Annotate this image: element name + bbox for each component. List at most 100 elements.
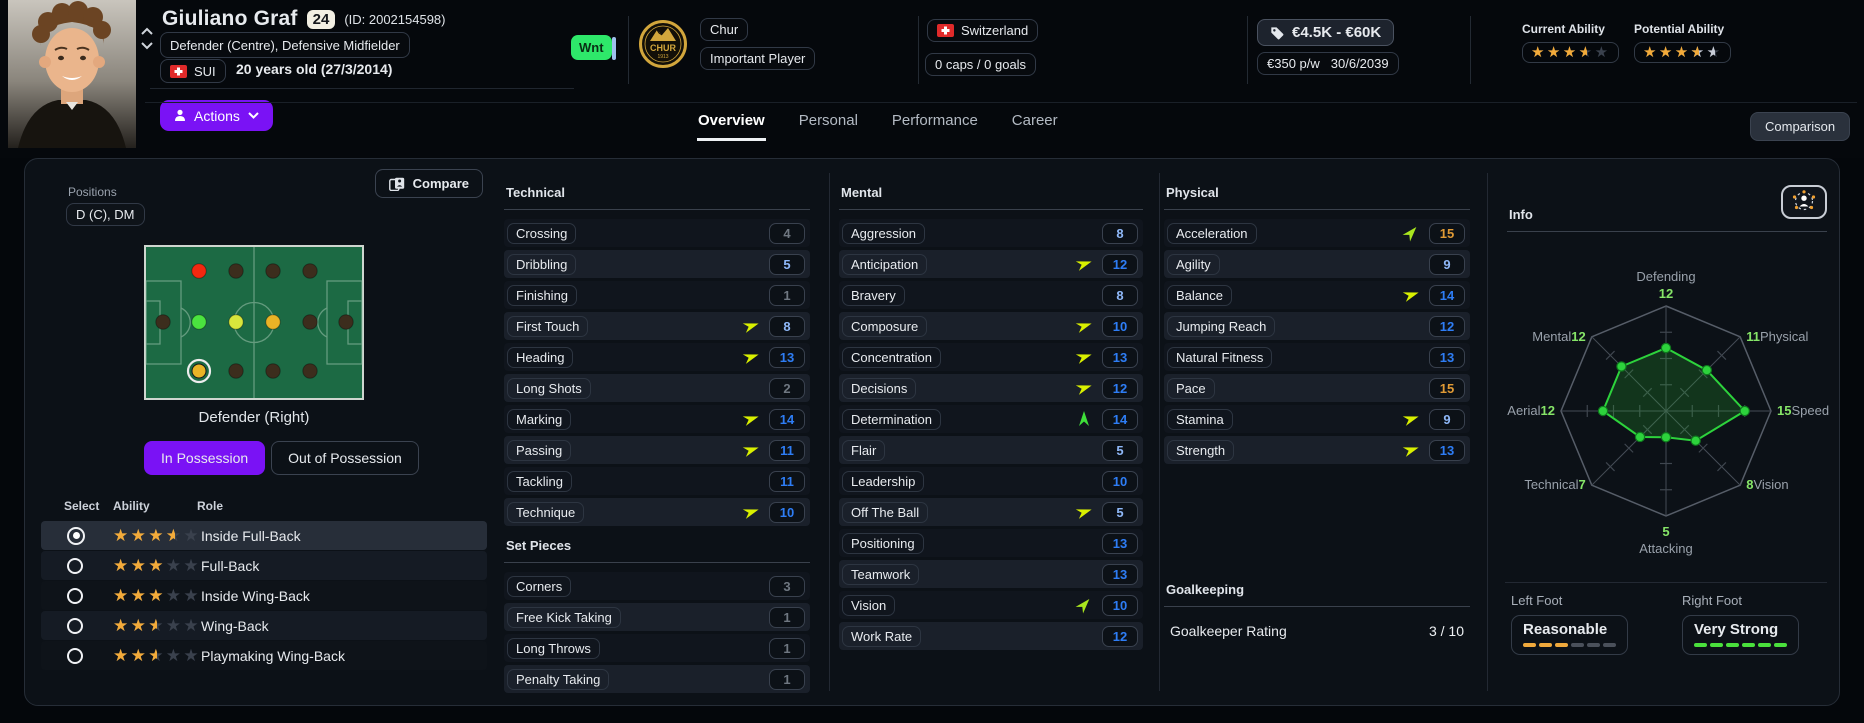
attribute-right: 5 <box>1102 439 1138 461</box>
attribute-name: Agility <box>1167 253 1220 275</box>
role-radio[interactable] <box>67 526 85 545</box>
position-dot[interactable] <box>228 363 244 379</box>
toggle-in-possession[interactable]: In Possession <box>144 441 266 475</box>
position-dot[interactable] <box>191 263 207 279</box>
chevron-up-icon[interactable] <box>140 27 154 35</box>
attribute-row: Decisions 12 <box>839 374 1143 402</box>
technical-section: Technical Crossing 4 Dribbling 5 Finishing 1 F… <box>504 185 810 696</box>
potential-ability-stars: ★ ★ ★ ★ ★ ★ ★ ★ ★ ★ ★ <box>1643 45 1722 60</box>
attribute-row: Passing 11 <box>504 436 810 464</box>
tab-performance[interactable]: Performance <box>891 112 978 129</box>
potential-ability-label: Potential Ability <box>1634 22 1725 36</box>
position-dot[interactable] <box>302 263 318 279</box>
attribute-row: Agility 9 <box>1164 250 1470 278</box>
technical-title: Technical <box>504 185 810 210</box>
star-icon: ★ ★ <box>113 586 130 605</box>
svg-text:Mental12: Mental12 <box>1532 329 1586 344</box>
attribute-right: 14 <box>742 408 805 430</box>
attribute-right: 1 <box>769 606 805 628</box>
tab-personal[interactable]: Personal <box>798 112 858 129</box>
trend-rise-strong-icon <box>1079 411 1089 426</box>
mental-rows: Aggression 8 Anticipation 12 Bravery 8 Composu… <box>839 219 1143 650</box>
tab-overview[interactable]: Overview <box>697 103 766 141</box>
role-row[interactable]: ★ ★ ★ ★ ★ ★ ★ ★ Playmaking Wing-Back <box>41 641 487 670</box>
swiss-flag-icon <box>170 64 187 78</box>
attribute-name: Flair <box>842 439 886 461</box>
actions-button[interactable]: Actions <box>160 100 273 131</box>
attribute-value: 1 <box>769 668 805 690</box>
attribute-right: 14 <box>1075 408 1138 430</box>
attribute-profile-button[interactable] <box>1781 185 1827 219</box>
goalkeeper-rating-row: Goalkeeper Rating 3 / 10 <box>1164 616 1470 646</box>
star-icon: ★ <box>165 646 183 665</box>
wage: €350 p/w <box>1267 56 1320 71</box>
role-radio[interactable] <box>67 647 83 664</box>
svg-text:11Physical: 11Physical <box>1746 329 1808 344</box>
column-divider <box>1159 173 1160 691</box>
strength-segment <box>1710 643 1723 647</box>
star-icon: ★ ★ <box>148 586 165 605</box>
position-dot[interactable] <box>228 263 244 279</box>
position-dot[interactable] <box>191 314 207 330</box>
attribute-value: 13 <box>1102 346 1138 368</box>
attribute-value: 1 <box>769 284 805 306</box>
position-dot[interactable] <box>265 263 281 279</box>
star-icon: ★ ★ <box>130 586 147 605</box>
role-radio[interactable] <box>67 617 83 634</box>
strength-segment <box>1555 643 1568 647</box>
left-foot-strength-bar <box>1523 643 1616 647</box>
tab-career[interactable]: Career <box>1011 112 1058 129</box>
trend-rise-icon <box>1402 292 1419 302</box>
toggle-out-of-possession[interactable]: Out of Possession <box>271 441 419 475</box>
star-icon: ★ ★ <box>113 556 130 575</box>
compare-button[interactable]: Compare <box>374 169 483 198</box>
star-icon: ★ <box>183 526 200 545</box>
attribute-right: 10 <box>742 501 805 523</box>
position-dot[interactable] <box>265 314 281 330</box>
role-row[interactable]: ★ ★ ★ ★ ★ ★ ★ ★ ★ Inside Full-Back <box>41 521 487 550</box>
attribute-name: Leadership <box>842 470 925 492</box>
role-radio[interactable] <box>67 557 83 574</box>
position-dot[interactable] <box>155 314 171 330</box>
attribute-right: 11 <box>742 439 805 461</box>
role-ability-stars: ★ ★ ★ ★ ★ ★ ★ ★ ★ <box>113 527 201 544</box>
attribute-name: Finishing <box>507 284 578 306</box>
position-dot[interactable] <box>228 314 244 330</box>
role-row[interactable]: ★ ★ ★ ★ ★ ★ ★ ★ Wing-Back <box>41 611 487 640</box>
role-row[interactable]: ★ ★ ★ ★ ★ ★ ★ ★ Full-Back <box>41 551 487 580</box>
attribute-radar-chart: Defending 12 11Physical 15Speed 8Vision 5 Atta… <box>1503 241 1829 578</box>
attribute-right: 8 <box>1102 222 1138 244</box>
compare-icon <box>388 177 404 191</box>
trend-rise-icon <box>1402 416 1419 426</box>
position-dot[interactable] <box>302 363 318 379</box>
attribute-right: 15 <box>1429 377 1465 399</box>
attribute-name: Composure <box>842 315 928 337</box>
attribute-name: Decisions <box>842 377 917 399</box>
attribute-right: 13 <box>1402 439 1465 461</box>
chevron-down-icon <box>248 112 259 119</box>
svg-text:1913: 1913 <box>657 54 668 60</box>
position-dot[interactable] <box>302 314 318 330</box>
role-row[interactable]: ★ ★ ★ ★ ★ ★ ★ ★ Inside Wing-Back <box>41 581 487 610</box>
physical-rows: Acceleration 15 Agility 9 Balance 14 Jumping R… <box>1164 219 1470 464</box>
club-name-chip[interactable]: Chur <box>700 18 749 41</box>
position-dot[interactable] <box>265 363 281 379</box>
attribute-right: 12 <box>1102 625 1138 647</box>
star-icon: ★ ★ <box>148 646 165 665</box>
role-radio[interactable] <box>67 587 83 604</box>
selected-position-dot[interactable] <box>186 358 212 384</box>
comparison-button[interactable]: Comparison <box>1750 112 1851 141</box>
feet-divider <box>1505 582 1827 583</box>
physical-section: Physical Acceleration 15 Agility 9 Balance 14… <box>1164 185 1470 646</box>
left-foot-label: Left Foot <box>1511 593 1563 608</box>
star-icon: ★ ★ <box>130 646 147 665</box>
player-positions-chip: Defender (Centre), Defensive Midfielder <box>160 32 410 58</box>
chevron-down-icon[interactable] <box>140 42 154 50</box>
attribute-row: Long Shots 2 <box>504 374 810 402</box>
right-foot: Right Foot Very Strong <box>1682 593 1799 655</box>
position-dot[interactable] <box>338 314 354 330</box>
role-radio-cell <box>67 647 113 664</box>
attribute-row: Work Rate 12 <box>839 622 1143 650</box>
attribute-row: Strength 13 <box>1164 436 1470 464</box>
